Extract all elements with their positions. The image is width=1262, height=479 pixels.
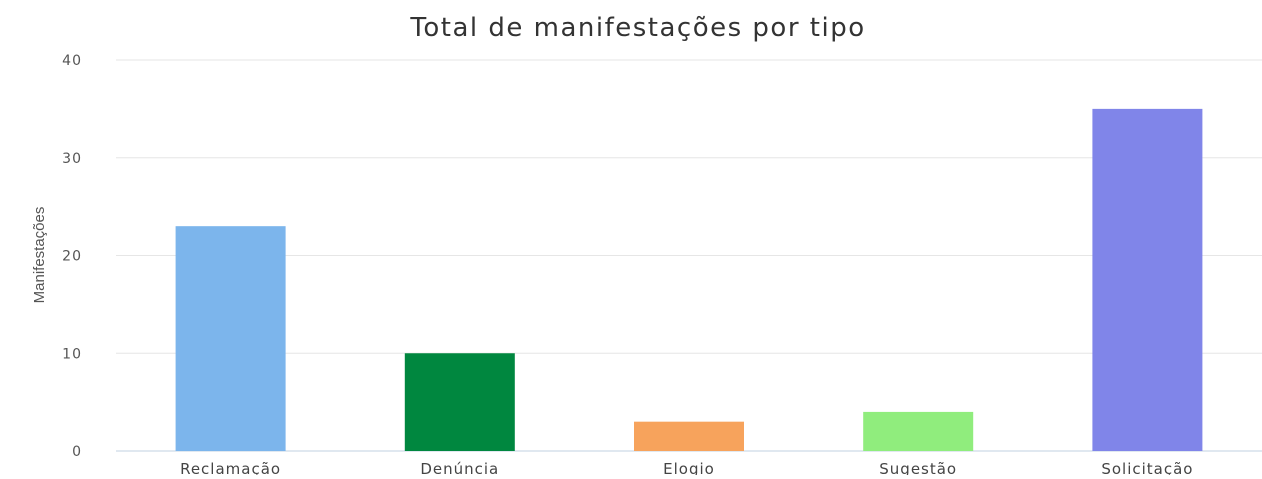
bar[interactable] xyxy=(863,411,974,451)
bars xyxy=(175,108,1203,451)
y-tick-label: 0 xyxy=(72,444,82,460)
y-tick-label: 30 xyxy=(62,151,82,167)
bar[interactable] xyxy=(175,226,286,451)
x-tick-label: Denúncia xyxy=(420,460,499,475)
grid-lines xyxy=(116,59,1262,452)
x-tick-label: Reclamação xyxy=(180,460,281,475)
y-tick-label: 40 xyxy=(62,53,82,69)
y-axis-label: Manifestações xyxy=(31,207,48,304)
x-tick-label: Elogio xyxy=(663,460,715,475)
x-axis-ticks: Reclamação Denúncia Elogio Sugestão Solicita… xyxy=(180,460,1193,478)
y-axis-ticks: 0 10 20 30 40 xyxy=(62,53,82,460)
bar[interactable] xyxy=(1092,108,1203,451)
bar[interactable] xyxy=(404,353,515,451)
x-tick-label: Solicitação xyxy=(1101,460,1193,475)
y-tick-label: 20 xyxy=(62,249,82,265)
bar[interactable] xyxy=(634,421,744,451)
chart-title: Total de manifestações por tipo xyxy=(409,13,865,43)
y-tick-label: 10 xyxy=(62,346,82,362)
x-tick-label: Sugestão xyxy=(879,460,957,475)
